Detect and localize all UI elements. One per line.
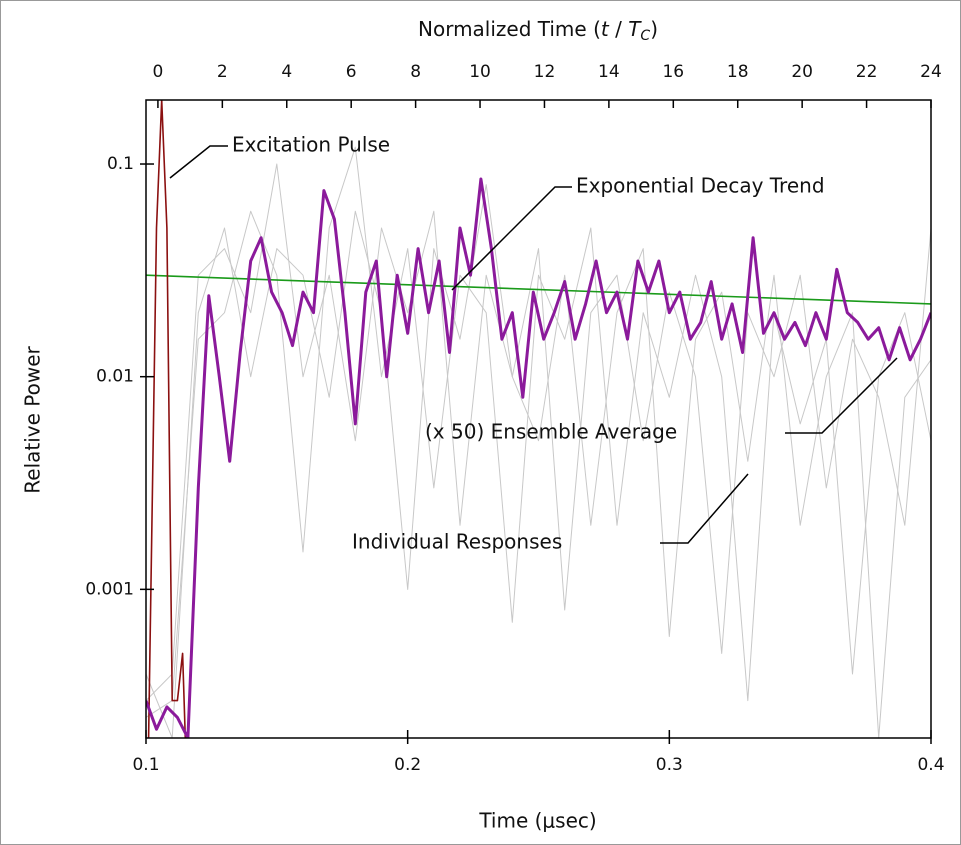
annotation: Exponential Decay Trend bbox=[576, 174, 825, 198]
series-line bbox=[147, 100, 188, 738]
plot-frame bbox=[145, 99, 932, 739]
y-tick-label: 0.1 bbox=[107, 154, 134, 174]
series-line bbox=[146, 274, 931, 305]
series-line bbox=[146, 184, 931, 738]
annotations bbox=[169, 145, 898, 544]
series-line bbox=[146, 146, 931, 718]
x2-tick-label: 6 bbox=[346, 62, 357, 82]
arrow bbox=[169, 145, 228, 179]
x2-tick-label: 10 bbox=[469, 62, 491, 82]
x2-tick-label: 2 bbox=[217, 62, 228, 82]
arrow bbox=[660, 473, 749, 544]
y-tick-label: 0.001 bbox=[85, 579, 134, 599]
x2-tick-label: 18 bbox=[727, 62, 749, 82]
annotation: Excitation Pulse bbox=[232, 133, 390, 157]
x-axis-title: Time (μsec) bbox=[478, 809, 596, 833]
series-line bbox=[146, 177, 931, 738]
x2-title-part: Normalized Time ( bbox=[418, 17, 601, 41]
y-tick-label: 0.01 bbox=[96, 367, 134, 387]
x2-tick-label: 0 bbox=[153, 62, 164, 82]
x-tick-label: 0.2 bbox=[394, 755, 421, 775]
x2-title-part: T bbox=[628, 17, 642, 41]
y-axis-title: Relative Power bbox=[21, 345, 45, 493]
x2-tick-label: 16 bbox=[662, 62, 684, 82]
x2-title-part: ) bbox=[650, 17, 658, 41]
plot-lines bbox=[146, 100, 931, 738]
x-tick-label: 0.1 bbox=[132, 755, 159, 775]
series-line bbox=[146, 163, 931, 701]
annotation: Individual Responses bbox=[352, 530, 562, 554]
annotation: (x 50) Ensemble Average bbox=[425, 420, 677, 444]
x2-title-part: t bbox=[601, 17, 610, 41]
arrow bbox=[451, 186, 572, 291]
x-tick-label: 0.4 bbox=[917, 755, 944, 775]
x2-tick-label: 20 bbox=[791, 62, 813, 82]
x2-title-part: C bbox=[640, 28, 650, 44]
arrow bbox=[785, 357, 898, 434]
x2-axis-title: Normalized Time (t / TC) bbox=[418, 17, 658, 45]
x2-title-part: / bbox=[609, 17, 628, 41]
x2-tick-label: 4 bbox=[281, 62, 292, 82]
x2-tick-label: 14 bbox=[598, 62, 620, 82]
x2-tick-label: 12 bbox=[534, 62, 556, 82]
x2-tick-label: 22 bbox=[856, 62, 878, 82]
x2-tick-label: 24 bbox=[920, 62, 942, 82]
x2-tick-label: 8 bbox=[410, 62, 421, 82]
x-tick-label: 0.3 bbox=[656, 755, 683, 775]
